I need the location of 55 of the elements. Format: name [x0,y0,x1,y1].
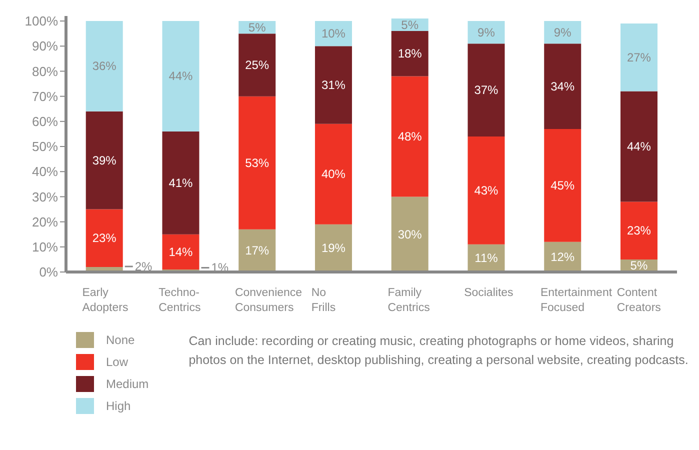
data-label: 45% [550,178,575,192]
data-label: 18% [398,46,422,61]
data-label: 30% [398,227,422,242]
y-tick-label: 80% [32,64,58,79]
x-tick-label: Early Adopters [82,287,128,314]
legend-label: Low [106,355,128,369]
data-label: 37% [474,83,499,98]
x-tick-label: Entertainment Focused [540,287,613,314]
y-tick-label: 90% [32,38,58,54]
data-label: 41% [168,176,194,190]
y-tick-label: 70% [32,88,58,104]
x-tick-label: No Frills [311,287,336,314]
data-label: 36% [92,59,117,74]
text: Can include: recording or creating music, creating photographs or home videos, sharing photos on the Internet, desktop publishing, creating a personal website, creating podcasts. [188,333,690,369]
data-label: 19% [321,241,346,256]
data-label: 27% [626,50,652,64]
data-label: 9% [478,25,496,40]
legend-label: None [106,333,135,347]
data-label: 14% [168,244,194,259]
data-label: 23% [92,231,117,246]
data-label: 48% [398,129,422,144]
data-label: 5% [630,258,648,273]
legend-label: Medium [106,377,149,391]
data-label: 2% [134,259,153,274]
y-tick-label: 100% [24,14,58,29]
data-label: 12% [550,250,575,264]
data-label: 23% [626,224,652,238]
y-tick-label: 10% [32,240,58,255]
data-label: 34% [550,79,575,94]
legend-label: High [106,399,131,413]
x-tick-label: Convenience Consumers [234,287,302,314]
data-label: 44% [168,69,194,84]
y-tick-label: 60% [32,114,58,130]
data-label: 10% [321,26,346,41]
data-label: 40% [321,167,346,182]
y-tick-label: 30% [32,189,58,204]
x-tick-label: Techno-Centrics [158,287,201,314]
data-label: 31% [321,78,346,92]
x-tick-label: Family Centrics [388,287,430,314]
data-label: 5% [401,18,419,32]
data-label: 17% [245,244,270,258]
y-tick-label: 50% [32,139,58,154]
y-tick-label: 20% [32,214,58,230]
y-tick-label: 40% [32,164,58,180]
data-label: 11% [474,251,498,266]
data-label: 9% [554,25,572,40]
data-label: 39% [92,153,117,168]
data-label: 53% [245,156,270,170]
data-label: 25% [245,58,270,72]
data-label: 5% [248,20,266,34]
y-tick-label: 0% [39,264,58,280]
x-tick-label: Socialites [464,287,514,299]
x-tick-label: Content Creators [616,287,662,314]
data-label: 44% [626,140,652,154]
data-label: 43% [474,183,499,198]
